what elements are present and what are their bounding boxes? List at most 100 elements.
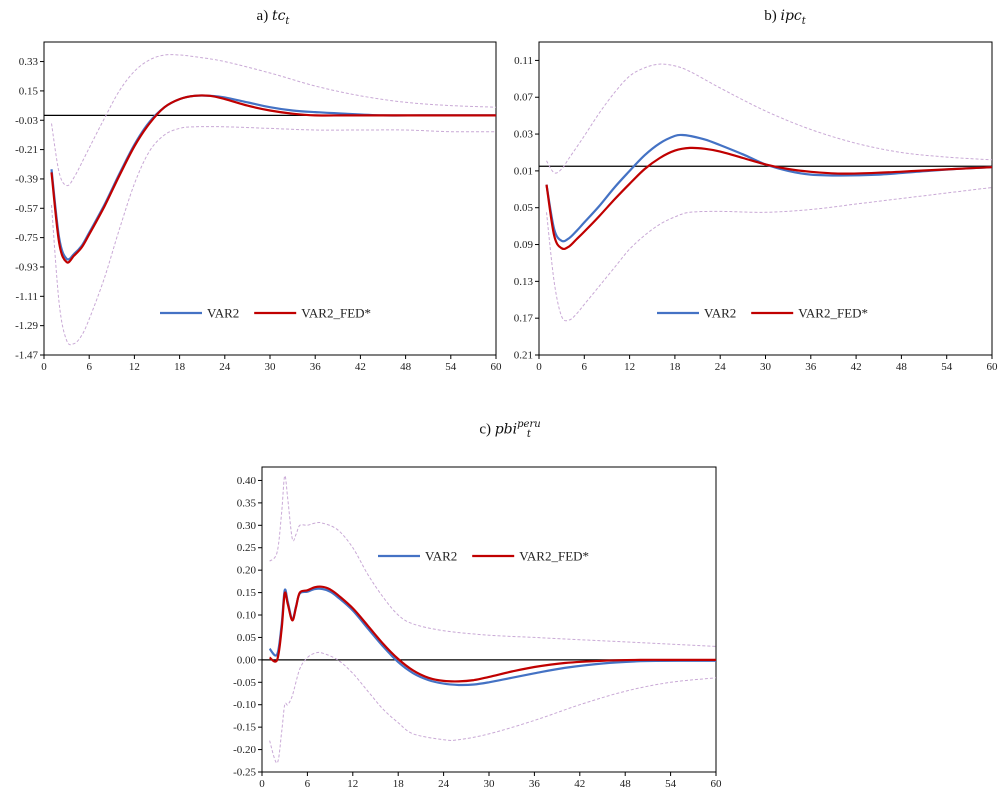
x-tick-label: 48 (620, 778, 632, 790)
x-tick-label: 36 (529, 778, 541, 790)
legend-label: VAR2_FED* (798, 306, 868, 321)
x-tick-label: 30 (265, 361, 277, 373)
series-line-var2 (268, 587, 717, 687)
y-tick-label: 0.33 (19, 56, 39, 68)
confidence-band-line (51, 126, 497, 346)
x-tick-label: 36 (310, 361, 322, 373)
series-line-var2 (50, 94, 496, 261)
plot-frame (538, 41, 993, 356)
x-tick-label: 54 (941, 361, 953, 373)
confidence-band-line (269, 651, 717, 764)
x-tick-label: 24 (438, 778, 450, 790)
x-tick-label: 36 (805, 361, 817, 373)
y-tick-label: -0.10 (233, 699, 256, 711)
y-tick-label: -0.21 (15, 144, 38, 156)
y-tick-label: -1.47 (15, 350, 38, 362)
panel-a-title-sub: t (285, 16, 290, 27)
y-tick-label: 0.35 (237, 497, 257, 509)
x-tick-label: 24 (219, 361, 231, 373)
y-tick-label: -0.03 (15, 115, 38, 127)
panel-a-title: a) tct (228, 8, 318, 27)
y-tick-label: 0.17 (514, 313, 534, 325)
y-tick-label: 0.21 (514, 350, 533, 362)
panel-b-title-prefix: b) (764, 8, 777, 24)
x-tick-label: 48 (896, 361, 908, 373)
panel-a-title-symbol: tc (271, 8, 286, 24)
y-tick-label: 0.01 (514, 165, 533, 177)
y-tick-label: 0.05 (237, 632, 257, 644)
confidence-band-line (269, 475, 717, 647)
y-tick-label: 0.15 (19, 85, 39, 97)
y-tick-label: -1.29 (15, 320, 38, 332)
confidence-band-line (546, 63, 993, 174)
plot-frame (43, 41, 497, 356)
confidence-band-line (51, 54, 497, 187)
y-tick-label: -0.57 (15, 203, 38, 215)
x-tick-label: 42 (355, 361, 366, 373)
x-tick-label: 6 (305, 778, 311, 790)
y-tick-label: -0.75 (15, 232, 38, 244)
panel-c-title-sup: peru (517, 419, 541, 430)
panel-b-title-symbol: ipc (780, 8, 802, 24)
x-tick-label: 12 (129, 361, 140, 373)
panel-a-title-prefix: a) (256, 8, 269, 24)
series-line-var2-fed- (545, 146, 993, 251)
legend-label: VAR2_FED* (301, 306, 371, 321)
x-tick-label: 0 (536, 361, 542, 373)
series-line-var2-fed- (268, 585, 716, 683)
y-tick-label: 0.20 (237, 565, 257, 577)
y-tick-label: 0.10 (237, 610, 257, 622)
x-tick-label: 42 (574, 778, 585, 790)
panel-b-title-sub: t (801, 16, 806, 27)
y-tick-label: 0.30 (237, 520, 257, 532)
x-tick-label: 42 (851, 361, 862, 373)
x-tick-label: 60 (711, 778, 723, 790)
x-tick-label: 60 (987, 361, 999, 373)
x-tick-label: 30 (484, 778, 496, 790)
y-tick-label: -0.05 (233, 677, 256, 689)
legend-label: VAR2 (704, 306, 736, 321)
x-tick-label: 30 (760, 361, 772, 373)
x-tick-label: 48 (400, 361, 412, 373)
y-tick-label: 0.07 (514, 92, 534, 104)
x-tick-label: 12 (347, 778, 358, 790)
y-tick-label: 0.00 (237, 654, 257, 666)
x-tick-label: 6 (582, 361, 588, 373)
x-tick-label: 12 (624, 361, 635, 373)
panel-c-title-prefix: c) (479, 421, 491, 438)
x-tick-label: 60 (491, 361, 503, 373)
x-tick-label: 6 (86, 361, 92, 373)
y-tick-label: 0.11 (514, 55, 533, 67)
x-tick-label: 18 (669, 361, 681, 373)
y-tick-label: 0.09 (514, 239, 534, 251)
series-line-var2-fed- (50, 94, 496, 264)
y-tick-label: 0.13 (514, 276, 534, 288)
plot-frame (261, 466, 717, 773)
x-tick-label: 18 (174, 361, 186, 373)
panel-c-title-sub: t (526, 429, 531, 440)
y-tick-label: -0.15 (233, 722, 256, 734)
y-tick-label: -0.39 (15, 173, 38, 185)
x-tick-label: 18 (393, 778, 405, 790)
panel-b-title: b) ipct (740, 8, 830, 27)
legend-label: VAR2 (425, 549, 457, 564)
x-tick-label: 54 (665, 778, 677, 790)
confidence-band-line (546, 187, 993, 322)
x-tick-label: 0 (259, 778, 265, 790)
y-tick-label: 0.40 (237, 475, 257, 487)
y-tick-label: 0.03 (514, 129, 534, 141)
legend-label: VAR2 (207, 306, 239, 321)
x-tick-label: 0 (41, 361, 47, 373)
x-tick-label: 24 (715, 361, 727, 373)
panel-c-title: c) pbi peru t (455, 420, 565, 440)
y-tick-label: 0.25 (237, 542, 257, 554)
y-tick-label: 0.15 (237, 587, 257, 599)
legend-label: VAR2_FED* (519, 549, 589, 564)
y-tick-label: -0.25 (233, 767, 256, 779)
panel-c-title-symbol: pbi (494, 421, 518, 438)
x-tick-label: 54 (445, 361, 457, 373)
y-tick-label: -1.11 (15, 291, 38, 303)
